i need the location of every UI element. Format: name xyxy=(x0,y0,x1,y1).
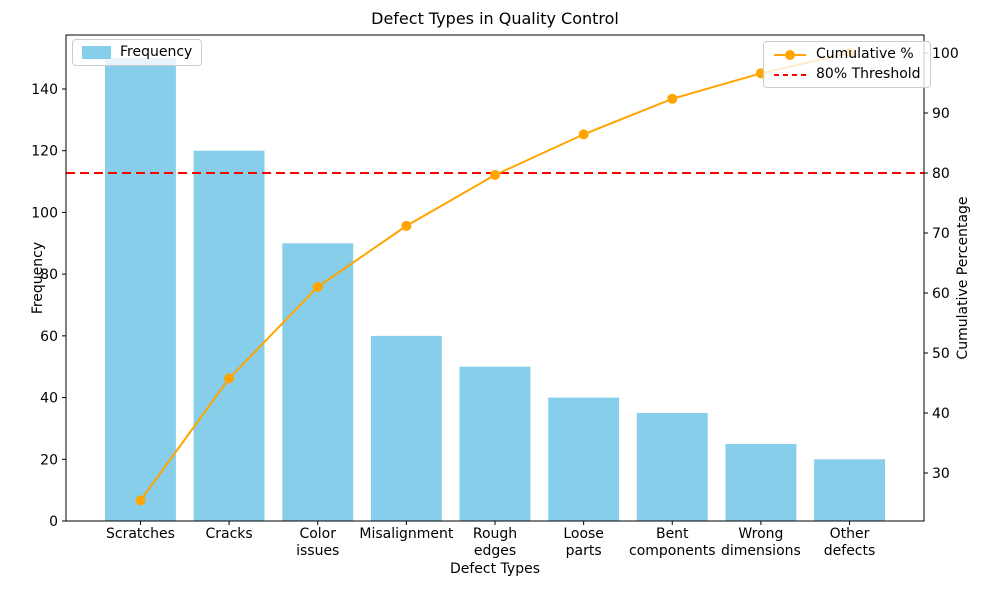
cumulative-point-2 xyxy=(312,281,323,292)
bars-group xyxy=(105,58,885,522)
x-tick-label: parts xyxy=(566,543,602,559)
x-tick-label: Bent xyxy=(656,526,689,542)
x-axis-label: Defect Types xyxy=(450,561,540,577)
chart-title: Defect Types in Quality Control xyxy=(371,9,619,28)
left-tick-label: 120 xyxy=(31,144,58,160)
bar-bent-components xyxy=(636,413,708,521)
cumulative-point-5 xyxy=(578,129,589,140)
legend-label-cumulative: Cumulative % xyxy=(816,46,914,62)
x-tick-label: edges xyxy=(474,543,516,559)
left-tick-label: 100 xyxy=(31,205,58,221)
bar-wrong-dimensions xyxy=(725,443,797,521)
right-tick-label: 60 xyxy=(932,286,950,302)
axes-group: 0 20 40 60 80 100 120 140 30 40 50 60 70 80 90 100 Scrat… xyxy=(31,46,958,559)
x-tick-label: dimensions xyxy=(721,543,801,559)
legend-row-threshold: 80% Threshold xyxy=(773,66,921,83)
cumulative-point-6 xyxy=(667,93,678,104)
plot-border xyxy=(65,34,925,522)
right-tick-label: 80 xyxy=(932,166,950,182)
right-tick-label: 50 xyxy=(932,346,950,362)
bar-misalignment xyxy=(370,335,442,521)
left-tick-label: 0 xyxy=(49,514,58,530)
bar-loose-parts xyxy=(548,397,620,521)
x-tick-label: components xyxy=(629,543,716,559)
cumulative-point-3 xyxy=(401,220,412,231)
x-tick-label: Misalignment xyxy=(359,526,454,542)
cumulative-point-0 xyxy=(135,495,146,506)
left-tick-label: 140 xyxy=(31,82,58,98)
legend-row-frequency: Frequency xyxy=(82,44,192,61)
x-tick-label: Rough xyxy=(473,526,517,542)
right-tick-label: 30 xyxy=(932,466,950,482)
x-tick-label: Other xyxy=(830,526,870,542)
left-tick-label: 40 xyxy=(40,391,58,407)
right-tick-label: 70 xyxy=(932,226,950,242)
right-tick-label: 100 xyxy=(932,46,959,62)
threshold-line-swatch-icon xyxy=(774,73,806,76)
left-tick-label: 20 xyxy=(40,452,58,468)
bar-other-defects xyxy=(814,459,885,521)
x-tick-label: Scratches xyxy=(106,526,175,542)
x-tick-label: issues xyxy=(296,543,339,559)
right-tick-label: 90 xyxy=(932,106,950,122)
bar-cracks xyxy=(193,150,265,521)
cumulative-point-1 xyxy=(224,373,235,384)
legend-cumulative: Cumulative % 80% Threshold xyxy=(763,41,931,88)
frequency-swatch-icon xyxy=(82,46,111,59)
left-tick-label: 80 xyxy=(40,267,58,283)
x-tick-label: Cracks xyxy=(205,526,252,542)
cumulative-point-4 xyxy=(490,170,500,180)
legend-row-cumulative: Cumulative % xyxy=(773,46,921,63)
right-tick-label: 40 xyxy=(932,406,950,422)
legend-label-threshold: 80% Threshold xyxy=(816,66,921,82)
left-y-axis-label: Frequency xyxy=(30,242,46,314)
legend-frequency: Frequency xyxy=(72,39,203,66)
cumulative-line-swatch-icon xyxy=(774,49,806,60)
bar-rough-edges xyxy=(459,366,531,521)
x-tick-label: defects xyxy=(824,543,876,559)
x-tick-label: Wrong xyxy=(738,526,783,542)
x-tick-label: Color xyxy=(299,526,336,542)
legend-label-frequency: Frequency xyxy=(120,44,193,60)
bar-scratches xyxy=(105,58,176,521)
right-y-axis-label: Cumulative Percentage xyxy=(955,196,971,359)
x-tick-label: Loose xyxy=(563,526,604,542)
left-tick-label: 60 xyxy=(40,329,58,345)
